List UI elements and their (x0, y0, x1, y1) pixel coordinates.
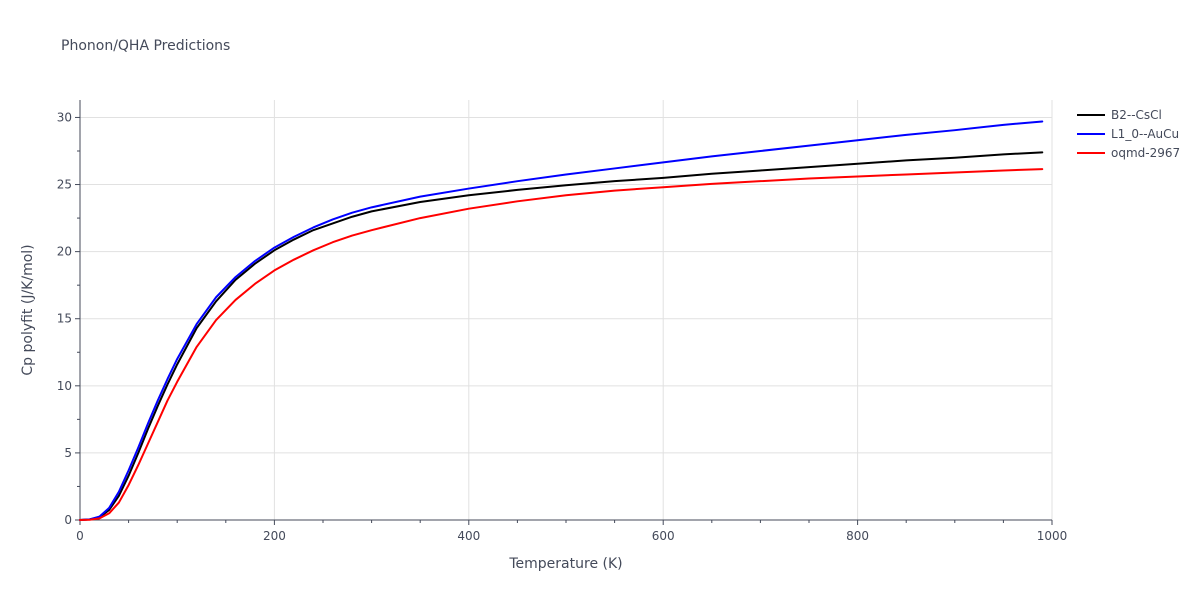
x-tick-label: 600 (652, 529, 675, 543)
x-tick-labels: 0 200 400 600 800 1000 (76, 529, 1067, 543)
legend-label: L1_0--AuCu (1111, 127, 1179, 141)
legend-label: oqmd-2967 (1111, 146, 1180, 160)
series-lines (79, 120, 1044, 521)
y-tick-label: 25 (57, 178, 72, 192)
legend[interactable]: B2--CsCl L1_0--AuCu oqmd-2967 (1077, 108, 1180, 160)
x-tick-label: 400 (457, 529, 480, 543)
series-line-1 (79, 120, 1044, 521)
grid (80, 100, 1053, 520)
y-tick-label: 5 (64, 446, 72, 460)
x-axis-title: Temperature (K) (508, 556, 622, 572)
series-line-0 (79, 151, 1044, 521)
y-tick-label: 30 (57, 110, 72, 124)
series-line-2 (79, 168, 1044, 521)
y-tick-label: 20 (57, 245, 72, 259)
x-tick-label: 1000 (1037, 529, 1068, 543)
legend-label: B2--CsCl (1111, 108, 1162, 122)
y-axis-title: Cp polyfit (J/K/mol) (20, 244, 36, 375)
x-tick-label: 0 (76, 529, 84, 543)
x-tick-label: 800 (846, 529, 869, 543)
y-tick-label: 10 (57, 379, 72, 393)
axes (75, 100, 1053, 525)
y-tick-labels: 0 5 10 15 20 25 30 (57, 110, 72, 527)
chart-title: Phonon/QHA Predictions (61, 38, 230, 54)
legend-item[interactable]: B2--CsCl (1077, 108, 1162, 122)
legend-item[interactable]: L1_0--AuCu (1077, 127, 1179, 141)
x-tick-label: 200 (263, 529, 286, 543)
legend-item[interactable]: oqmd-2967 (1077, 146, 1180, 160)
y-tick-label: 15 (57, 312, 72, 326)
y-tick-label: 0 (64, 513, 72, 527)
